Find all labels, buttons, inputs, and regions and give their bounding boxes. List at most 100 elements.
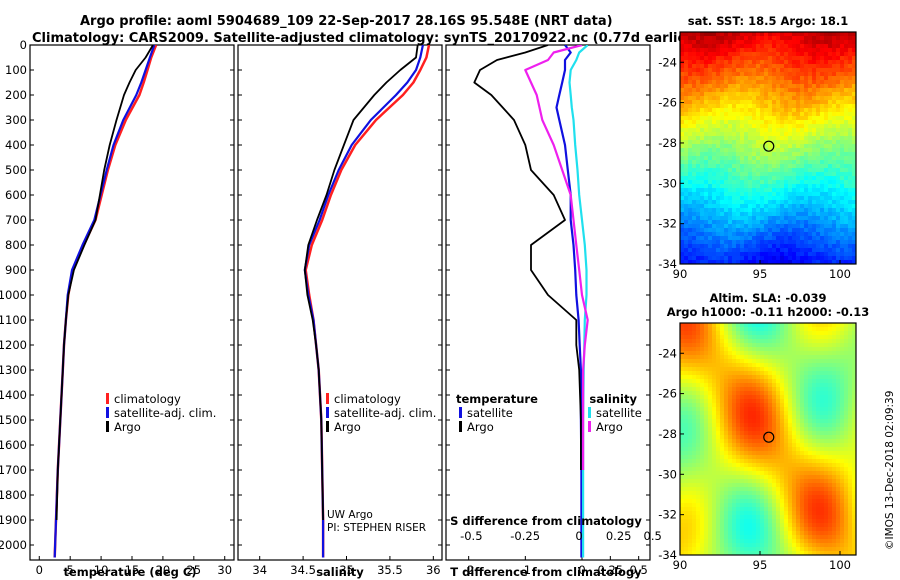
map-cell [688, 220, 693, 225]
map-cell [796, 180, 801, 185]
map-cell [816, 387, 821, 392]
map-cell [800, 104, 805, 109]
map-cell [684, 164, 689, 169]
map-cell [776, 60, 781, 65]
map-cell [824, 132, 829, 137]
map-cell [740, 411, 745, 416]
depth-axis-ticks: 0100200300400500600700800900100011001200… [0, 38, 234, 552]
map-cell [768, 64, 773, 69]
map-cell [832, 403, 837, 408]
map-cell [816, 168, 821, 173]
map-cell [832, 387, 837, 392]
map-cell [796, 339, 801, 344]
map-cell [844, 483, 849, 488]
legend-climatology: climatology [114, 392, 181, 406]
map-cell [752, 204, 757, 209]
map-cell [804, 72, 809, 77]
map-cell [756, 188, 761, 193]
map-cell [752, 399, 757, 404]
map-cell [720, 515, 725, 520]
map-cell [748, 96, 753, 101]
map-cell [724, 327, 729, 332]
map-cell [788, 483, 793, 488]
map-cell [736, 395, 741, 400]
map-cell [836, 128, 841, 133]
map-cell [680, 180, 685, 185]
map-cell [796, 176, 801, 181]
map-cell [688, 72, 693, 77]
map-cell [824, 479, 829, 484]
map-cell [780, 244, 785, 249]
map-cell [680, 36, 685, 41]
map-cell [792, 32, 797, 37]
map-cell [748, 515, 753, 520]
map-cell [788, 252, 793, 257]
map-cell [804, 375, 809, 380]
map-cell [756, 132, 761, 137]
map-cell [748, 112, 753, 117]
map-cell [748, 104, 753, 109]
map-cell [804, 515, 809, 520]
map-cell [704, 387, 709, 392]
map-cell [836, 164, 841, 169]
map-cell [744, 463, 749, 468]
map-cell [768, 60, 773, 65]
map-cell [740, 387, 745, 392]
map-cell [684, 152, 689, 157]
map-cell [684, 379, 689, 384]
map-cell [788, 152, 793, 157]
map-cell [756, 427, 761, 432]
map-cell [820, 483, 825, 488]
map-cell [792, 507, 797, 512]
map-cell [724, 479, 729, 484]
map-cell [840, 347, 845, 352]
map-cell [740, 168, 745, 173]
map-cell [780, 168, 785, 173]
map-cell [756, 52, 761, 57]
map-cell [716, 120, 721, 125]
map-cell [688, 252, 693, 257]
map-cell [788, 471, 793, 476]
map-cell [840, 60, 845, 65]
map-cell [828, 232, 833, 237]
map-cell [700, 76, 705, 81]
map-cell [800, 483, 805, 488]
map-cell [784, 108, 789, 113]
map-cell [732, 32, 737, 37]
map-cell [748, 487, 753, 492]
map-cell [836, 399, 841, 404]
map-cell [708, 260, 713, 265]
map-cell [692, 92, 697, 97]
map-cell [680, 343, 685, 348]
map-cell [772, 399, 777, 404]
map-cell [816, 367, 821, 372]
map-cell [736, 507, 741, 512]
salinity-legend: climatology satellite-adj. clim. Argo [326, 392, 436, 434]
map-cell [800, 256, 805, 261]
map-cell [776, 339, 781, 344]
map-cell [692, 100, 697, 105]
map-cell [772, 52, 777, 57]
map-cell [768, 192, 773, 197]
map-cell [820, 172, 825, 177]
map-cell [692, 188, 697, 193]
map-cell [816, 36, 821, 41]
map-cell [852, 427, 857, 432]
map-cell [752, 36, 757, 41]
map-cell [780, 76, 785, 81]
map-cell [680, 355, 685, 360]
map-cell [692, 371, 697, 376]
x-tick-label: 10 [94, 563, 109, 577]
map-cell [728, 459, 733, 464]
map-cell [776, 483, 781, 488]
map-cell [692, 44, 697, 49]
legend-salinity-heading: salinity [589, 392, 637, 406]
map-cell [688, 188, 693, 193]
map-cell [852, 491, 857, 496]
map-cell [824, 96, 829, 101]
map-cell [832, 104, 837, 109]
map-cell [836, 479, 841, 484]
map-cell [816, 172, 821, 177]
map-cell [748, 140, 753, 145]
map-cell [688, 104, 693, 109]
